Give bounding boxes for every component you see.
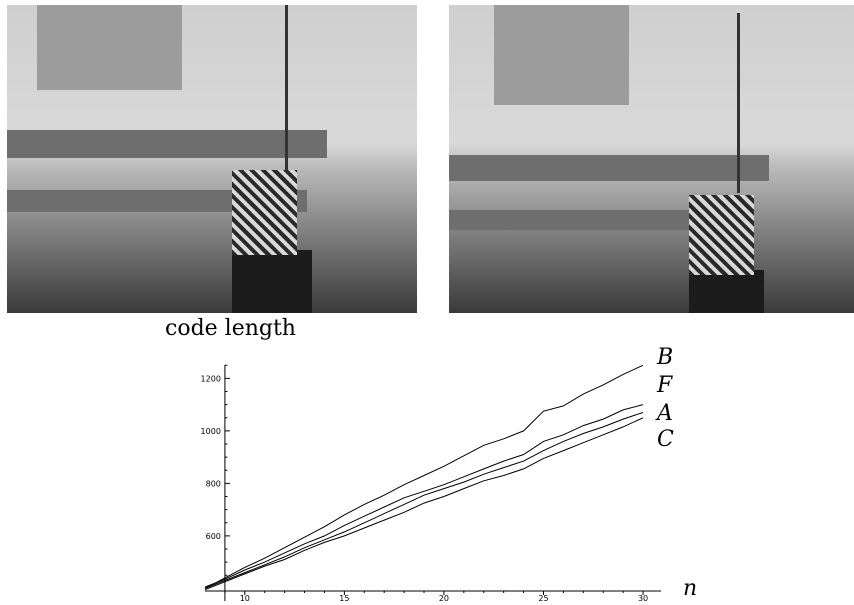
series-label-c: C: [657, 427, 674, 452]
y-tick-label: 600: [206, 532, 221, 541]
y-ticks: 600 800 1000 1200: [201, 364, 230, 576]
series-line-c: [204, 417, 644, 591]
chart-title: code length: [165, 316, 296, 341]
series-line-a: [204, 412, 644, 589]
x-axis-label: n: [683, 576, 697, 601]
x-tick-label: 10: [240, 594, 250, 602]
y-tick-label: 1200: [201, 374, 221, 383]
series-line-f: [204, 404, 644, 588]
series-lines: [204, 364, 644, 591]
photo-right: [449, 5, 854, 313]
x-tick-label: 15: [339, 594, 349, 602]
y-tick-label: 800: [206, 479, 221, 488]
series-label-f: F: [656, 373, 673, 398]
x-ticks: 10 15 20 25 30: [224, 591, 648, 602]
series-label-a: A: [655, 401, 673, 426]
y-tick-label: 1000: [201, 427, 221, 436]
x-tick-label: 30: [638, 594, 648, 602]
photo-left: [7, 5, 417, 313]
x-tick-label: 25: [538, 594, 548, 602]
series-line-b: [204, 364, 644, 589]
x-tick-label: 20: [439, 594, 449, 602]
series-label-b: B: [656, 345, 673, 370]
